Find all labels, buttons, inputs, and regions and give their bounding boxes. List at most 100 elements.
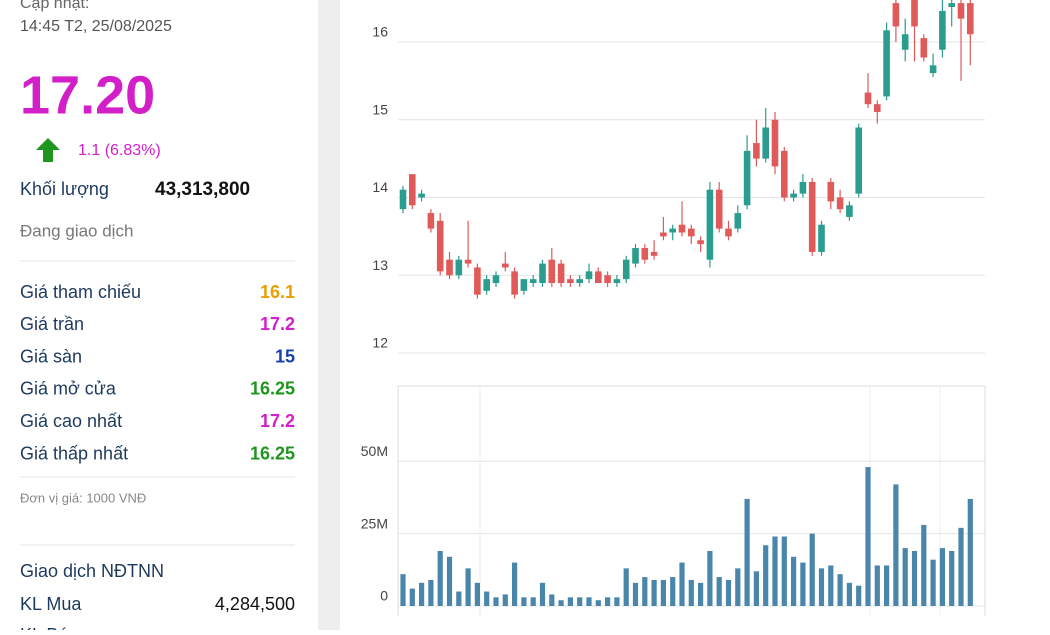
volume-bar <box>846 582 852 606</box>
candle-body <box>529 279 537 284</box>
volume-bar <box>428 579 434 606</box>
volume-bar <box>837 574 843 606</box>
volume-bar <box>772 536 778 606</box>
volume-bar <box>502 594 508 606</box>
volume-bar <box>521 597 527 606</box>
candle-body <box>846 205 853 217</box>
candle-body <box>557 263 565 284</box>
volume-bar <box>791 556 797 606</box>
volume-bar <box>921 524 927 606</box>
candle-body <box>864 92 872 105</box>
volume-bar <box>474 582 480 606</box>
candle-body <box>650 251 658 256</box>
update-label: Cập nhật: <box>20 0 89 12</box>
candle-body <box>827 181 835 202</box>
volume-bar <box>400 574 406 606</box>
volume-bar <box>763 545 769 606</box>
volume-bar <box>642 577 648 606</box>
candle-body <box>743 150 751 206</box>
volume-bar <box>437 551 443 606</box>
volume-bar <box>419 582 425 606</box>
row-value: 16.25 <box>250 379 295 399</box>
volume-bar <box>660 579 666 606</box>
volume-bar <box>865 467 871 606</box>
candle-body <box>706 189 714 260</box>
y-tick-label: 25M <box>361 515 388 531</box>
volume-bar <box>958 527 964 606</box>
plot: 12 13 14 15 16 0 25M 50M <box>361 0 985 607</box>
volume-bar <box>725 579 732 606</box>
candle-body <box>808 181 816 252</box>
volume-bar <box>577 597 583 606</box>
volume-bar <box>688 579 694 606</box>
volume-bar <box>651 579 657 606</box>
candle-body <box>892 3 900 27</box>
row-value: 17.2 <box>260 411 295 431</box>
candle-body <box>725 228 732 237</box>
candle-body <box>455 259 463 276</box>
volume-bar <box>549 594 555 606</box>
candle-body <box>446 259 453 276</box>
volume-bar <box>409 588 415 606</box>
volume-bar <box>893 484 899 606</box>
gutter <box>318 0 340 630</box>
candle-body <box>399 189 407 210</box>
foreign-title: Giao dịch NĐTNN <box>20 561 164 581</box>
volume-bar <box>716 577 722 606</box>
volume-bar <box>800 562 806 606</box>
volume-bar <box>558 600 564 606</box>
update-time: 14:45 T2, 25/08/2025 <box>20 18 172 35</box>
candle-body <box>641 248 649 260</box>
volume-bar <box>911 551 918 606</box>
row-label: Giá tham chiếu <box>20 282 141 302</box>
candle-body <box>929 65 937 74</box>
volume-bar <box>512 562 518 606</box>
row-value: 16.25 <box>250 443 295 463</box>
y-tick-label: 0 <box>380 588 388 604</box>
volume-bar <box>818 568 825 606</box>
row-label: Giá mở cửa <box>20 379 117 399</box>
candle-body <box>799 181 807 194</box>
row-label: Giá trần <box>20 314 84 334</box>
volume-bar <box>809 533 815 606</box>
candle-body <box>883 30 890 97</box>
volume-bar <box>465 568 471 606</box>
volume-bar <box>856 585 862 606</box>
volume-bar <box>949 551 955 606</box>
candle-body <box>567 279 574 284</box>
candle-body <box>474 267 481 295</box>
y-tick-label: 14 <box>372 179 388 195</box>
price-rows: Giá tham chiếu 16.1 Giá trần 17.2 Giá sàn 15 G… <box>20 282 295 464</box>
volume-bar <box>679 562 685 606</box>
volume-bar <box>744 498 750 606</box>
y-tick-label: 16 <box>372 24 388 40</box>
candle-body <box>957 3 965 19</box>
candle-body <box>715 189 723 229</box>
volume-bar <box>484 591 490 606</box>
candle-body <box>920 38 928 58</box>
status: Đang giao dịch <box>20 221 133 240</box>
candle-body <box>622 259 630 280</box>
candle-body <box>585 271 593 280</box>
candle-body <box>502 263 509 268</box>
candle-body <box>697 240 704 245</box>
candle-body <box>613 279 621 284</box>
row-label: Giá sàn <box>20 346 82 366</box>
volume-bar <box>781 536 787 606</box>
row-label: Giá thấp nhất <box>20 443 128 463</box>
y-tick-label: 13 <box>372 257 388 273</box>
candle-body <box>660 232 667 237</box>
candle-body <box>948 3 955 7</box>
volume-bar <box>530 597 536 606</box>
candle-body <box>669 228 676 233</box>
candle-body <box>771 119 779 167</box>
price-change: 1.1 (6.83%) <box>78 142 161 159</box>
candle-body <box>734 213 742 229</box>
volume-bar <box>698 582 704 606</box>
candle-body <box>483 279 490 291</box>
volume-bar <box>707 551 713 606</box>
volume-bar <box>456 591 462 606</box>
candle-body <box>464 259 472 264</box>
candle-body <box>790 193 797 198</box>
